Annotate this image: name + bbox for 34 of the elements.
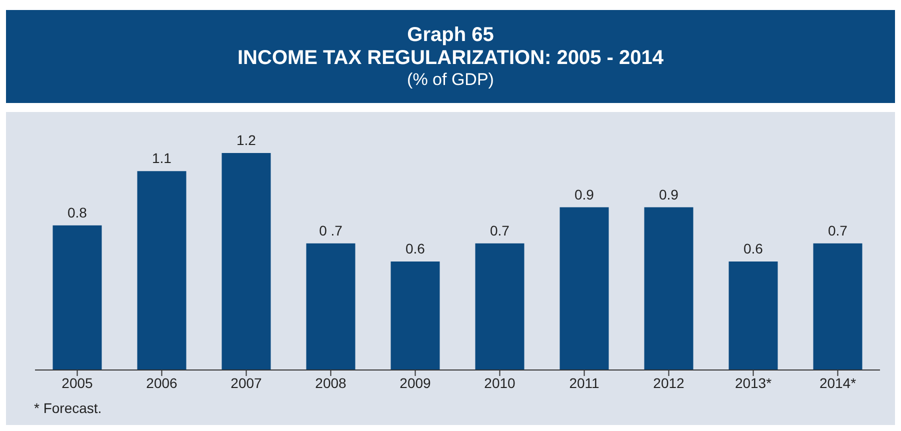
bar xyxy=(644,207,694,370)
x-tick-label: 2012 xyxy=(653,374,685,391)
x-tick-label: 2013* xyxy=(734,374,772,391)
bar xyxy=(728,262,778,370)
data-label: 0.7 xyxy=(490,222,510,238)
text: * Forecast. xyxy=(34,400,102,416)
data-label: 0.9 xyxy=(574,186,594,202)
data-label: 0.6 xyxy=(406,240,426,256)
bar xyxy=(560,207,609,370)
data-label: 0.6 xyxy=(744,240,764,256)
x-tick-label: 2010 xyxy=(484,374,516,391)
x-tick-label: 2009 xyxy=(400,374,432,391)
data-label: 0.8 xyxy=(68,204,88,220)
chart-subtitle: (% of GDP) xyxy=(406,70,495,90)
data-label: 1.2 xyxy=(236,132,256,148)
bar xyxy=(137,171,186,370)
bar xyxy=(390,262,440,370)
chart-title: INCOME TAX REGULARIZATION: 2005 - 2014 xyxy=(236,47,664,70)
x-tick-label: 2011 xyxy=(569,374,600,391)
bar xyxy=(813,243,862,370)
x-tick-label: 2005 xyxy=(62,374,94,391)
bar xyxy=(222,153,271,370)
caption: Graph 65 xyxy=(406,24,495,47)
data-label: 0.9 xyxy=(659,186,679,202)
bar xyxy=(475,243,524,370)
x-tick-label: 2008 xyxy=(315,374,347,391)
data-label: 0.7 xyxy=(828,222,848,238)
x-tick-label: 2007 xyxy=(230,374,262,391)
data-label: 0 .7 xyxy=(319,222,343,238)
x-tick-label: 2014* xyxy=(819,374,857,391)
bar xyxy=(52,225,102,370)
data-label: 1.1 xyxy=(152,150,172,166)
bar xyxy=(306,243,356,370)
x-tick-label: 2006 xyxy=(146,374,178,391)
